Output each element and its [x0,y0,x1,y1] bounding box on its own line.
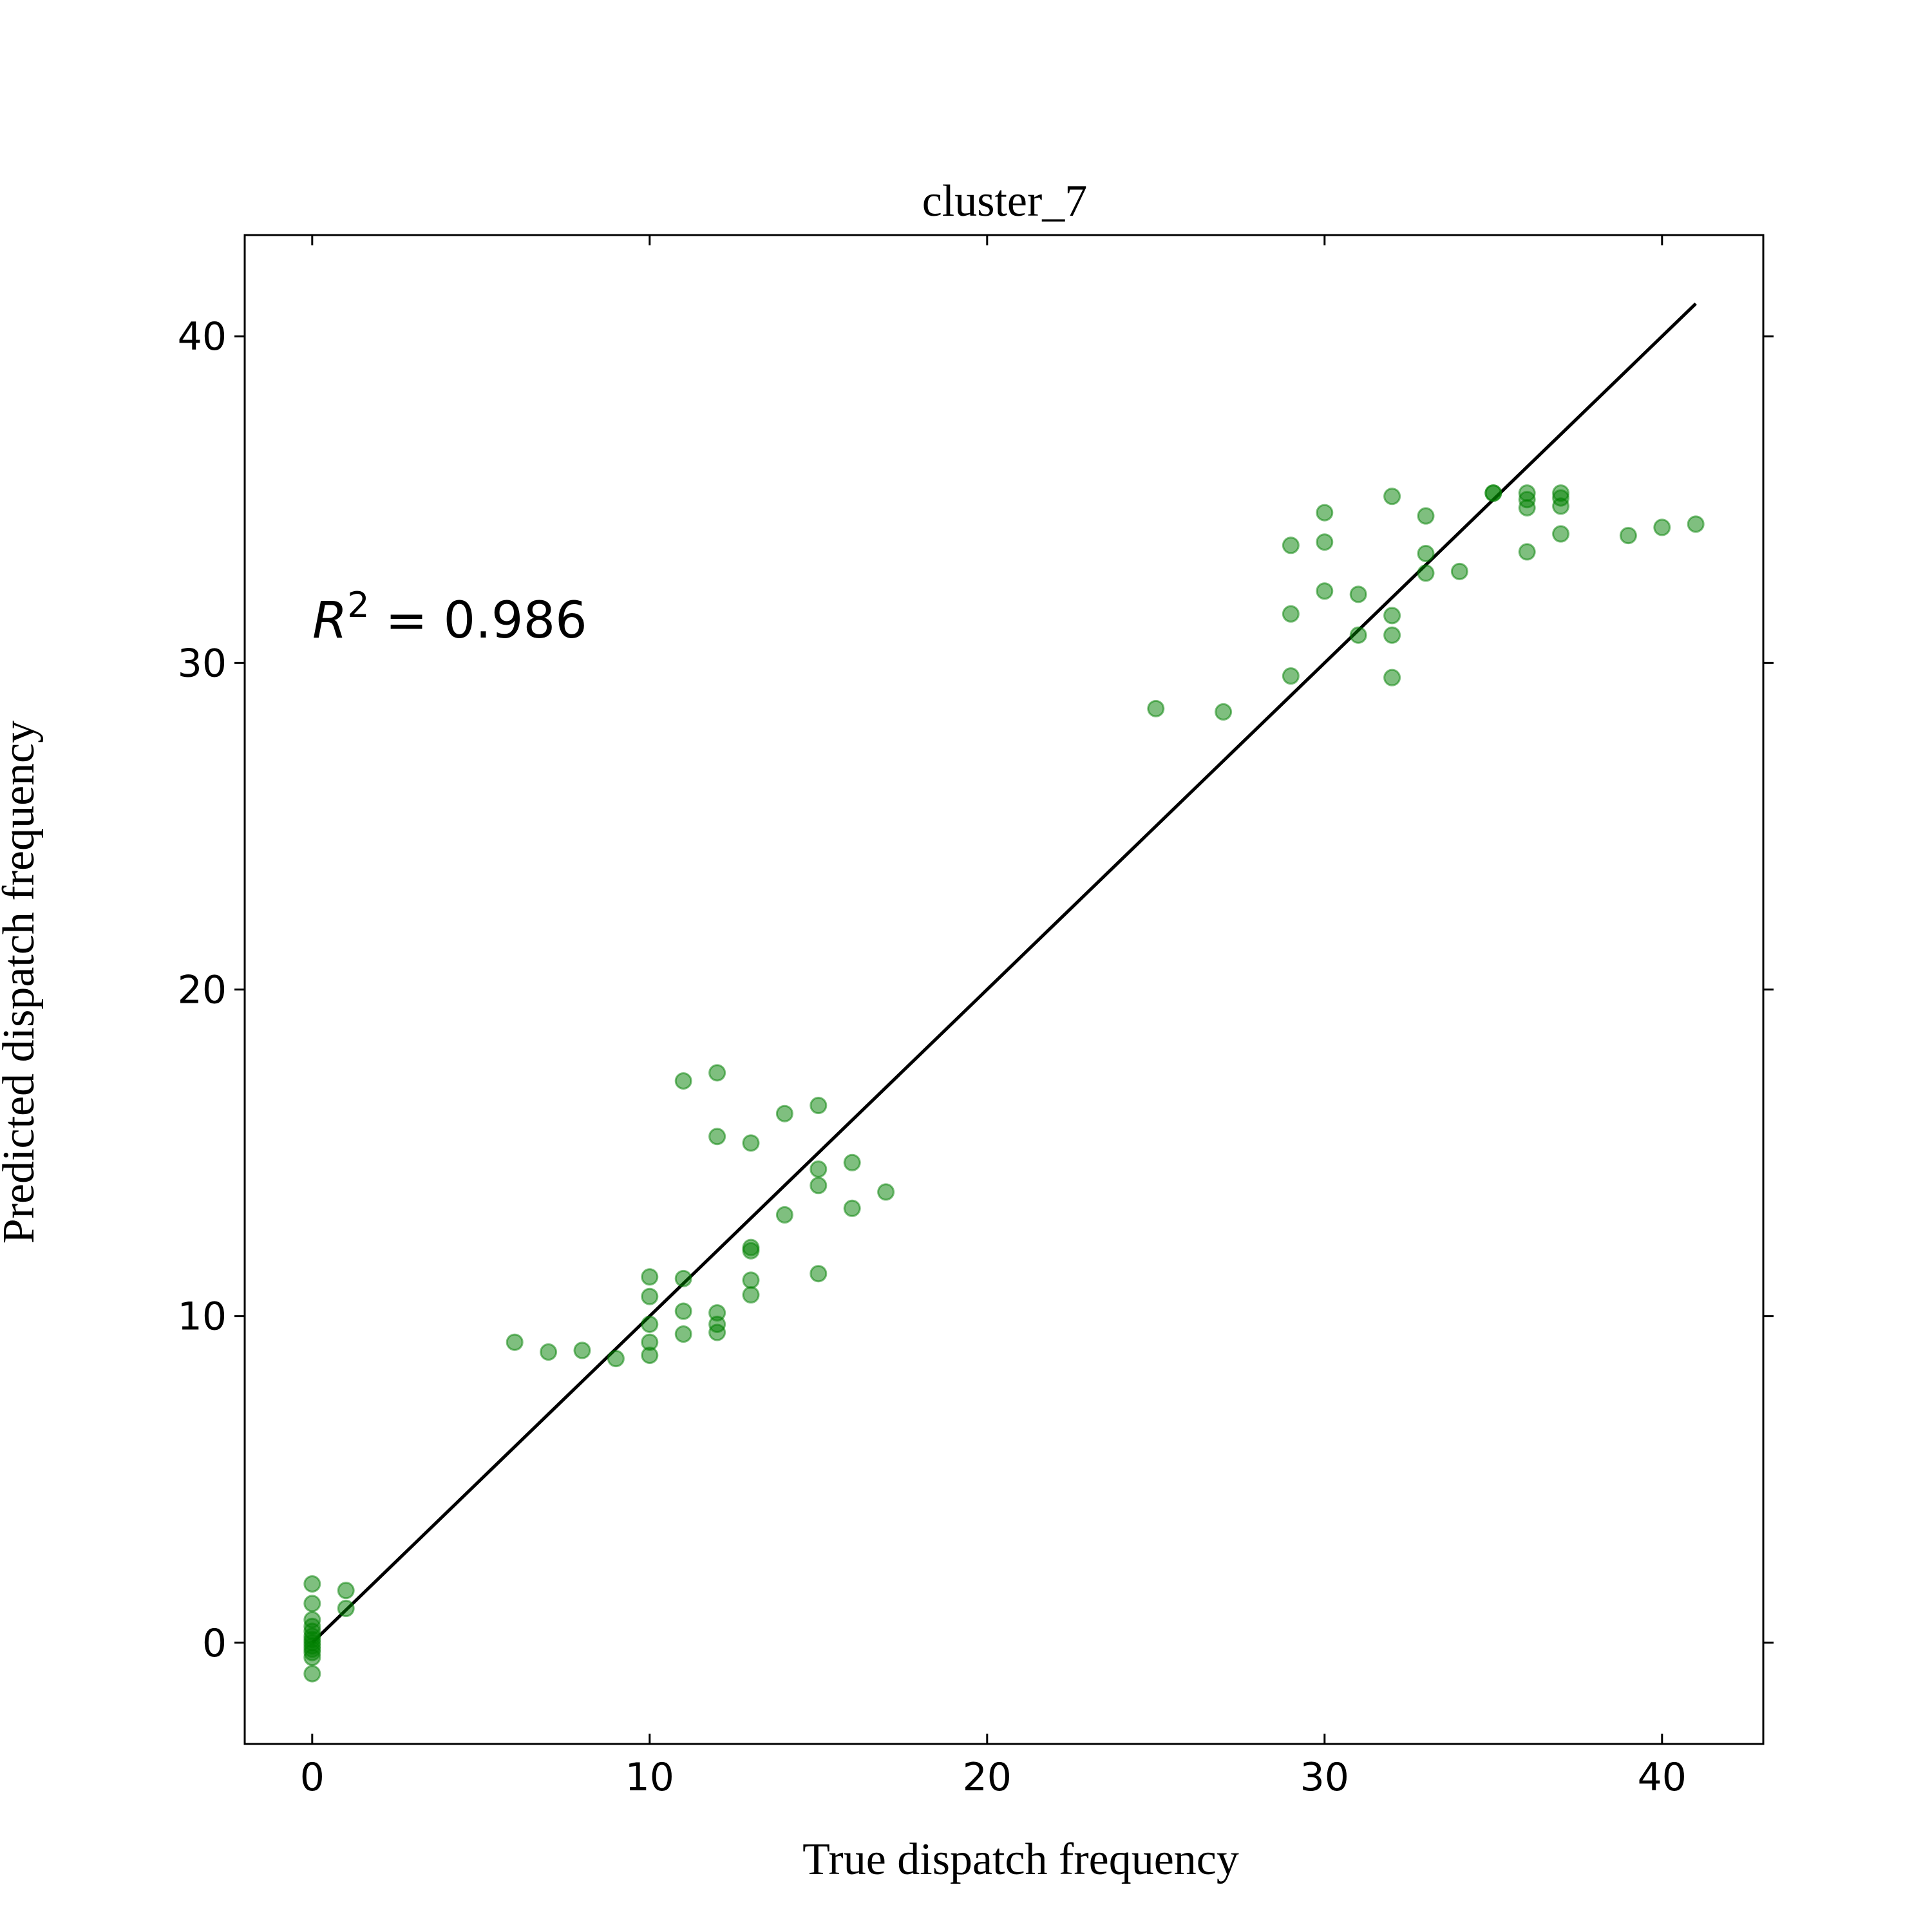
data-point [303,1649,321,1667]
data-point [810,1265,828,1283]
x-tick-label: 40 [1638,1755,1687,1800]
y-axis-label: Predicted dispatch frequency [0,721,44,1244]
data-point [1518,543,1536,561]
data-point [337,1600,355,1618]
data-point [337,1582,355,1600]
data-point [810,1097,828,1115]
data-point [742,1134,760,1152]
data-point [708,1323,726,1341]
data-point [506,1333,524,1351]
data-point [810,1177,828,1195]
data-point [303,1665,321,1683]
data-point [1383,668,1401,687]
data-point [1417,564,1435,582]
data-point [674,1302,692,1320]
data-point [742,1242,760,1260]
data-point [775,1206,793,1224]
data-point [1147,699,1165,717]
data-point [742,1286,760,1304]
data-point [1552,525,1570,543]
data-point [1687,515,1705,533]
y-tick-label: 40 [178,314,227,359]
data-point [674,1072,692,1090]
data-point [1552,497,1570,515]
data-point [1349,626,1367,644]
data-point [843,1199,861,1217]
data-point [1450,562,1468,580]
data-point [1316,533,1334,551]
data-point [641,1347,659,1364]
r-squared-symbol: R [312,592,347,650]
data-point [674,1269,692,1287]
data-point [742,1271,760,1289]
plot-area [303,302,1705,1683]
data-point [1383,626,1401,644]
x-axis-label: True dispatch frequency [802,1835,1239,1884]
data-point [1619,527,1637,545]
data-point [1484,484,1502,502]
data-point [708,1128,726,1146]
data-point [775,1104,793,1122]
y-tick-label: 10 [178,1294,227,1340]
data-point [303,1575,321,1593]
data-point [1282,536,1300,554]
x-tick-label: 20 [963,1755,1012,1800]
data-point [1417,507,1435,525]
data-point [1316,504,1334,522]
data-point [607,1350,625,1368]
r-squared-annotation: R2 = 0.986 [312,585,587,650]
data-point [843,1153,861,1171]
data-point [303,1595,321,1613]
data-point [810,1160,828,1178]
x-tick-label: 0 [300,1755,325,1800]
data-point [641,1287,659,1305]
data-point [1282,605,1300,623]
x-tick-label: 30 [1300,1755,1349,1800]
data-point [1417,544,1435,562]
data-point [877,1183,895,1201]
data-point [573,1341,591,1359]
data-point [1215,703,1233,721]
data-point [641,1268,659,1286]
x-tick-label: 10 [625,1755,674,1800]
data-point [674,1325,692,1343]
data-point [1349,585,1367,603]
data-point [708,1064,726,1082]
data-point [1653,518,1671,536]
data-point [540,1343,558,1361]
y-tick-label: 0 [202,1621,227,1666]
identity-line [311,302,1697,1644]
data-point [1383,607,1401,625]
data-point [1282,667,1300,685]
y-tick-label: 20 [178,968,227,1013]
chart-title: cluster_7 [922,176,1088,226]
data-point [1383,488,1401,506]
y-tick-label: 30 [178,641,227,686]
data-point [1316,582,1334,600]
r-squared-value: = 0.986 [370,592,587,650]
r-squared-exponent: 2 [347,585,369,625]
axis-ticks: 0 10 20 30 40 0 10 20 30 40 [178,235,1774,1800]
data-point [1518,498,1536,516]
data-point [641,1315,659,1333]
